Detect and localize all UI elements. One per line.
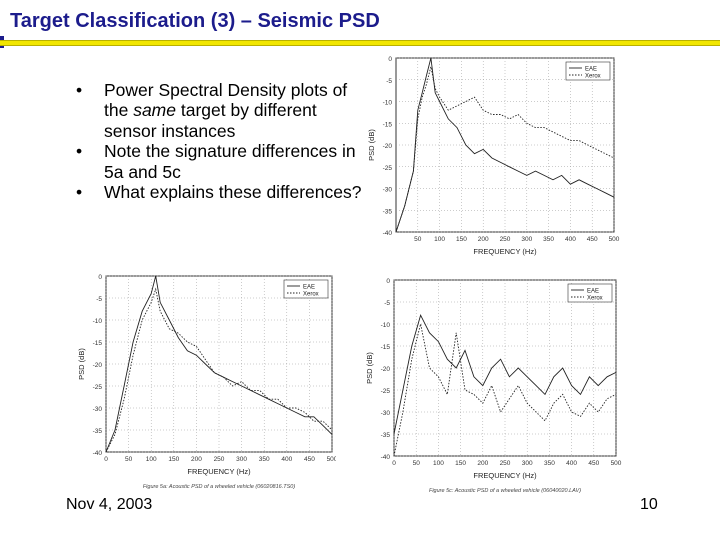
legend-box: [283, 279, 329, 299]
x-tick-label: 350: [544, 460, 555, 467]
y-tick-label: -40: [383, 230, 393, 237]
x-tick-label: 350: [543, 236, 554, 243]
bullet-item: • What explains these differences?: [76, 182, 362, 203]
y-tick-label: -30: [93, 406, 103, 413]
x-axis-label: FREQUENCY (Hz): [473, 247, 537, 256]
x-tick-label: 150: [456, 236, 467, 243]
y-tick-label: -35: [381, 432, 391, 439]
bullet-dot-icon: •: [76, 141, 83, 162]
x-tick-label: 400: [565, 236, 576, 243]
y-tick-label: -20: [383, 143, 393, 150]
bullet-item: • Note the signature differences in 5a an…: [76, 141, 356, 182]
y-tick-label: -25: [93, 384, 103, 391]
psd-chart-svg: 0-5-10-15-20-25-30-35-400 50 100 150 200 250 3…: [77, 274, 338, 490]
psd-chart-svg: 0 -5 -10 -15 -20 -25 -30 -35 -40 50 100 150 200 250 30…: [367, 56, 620, 256]
y-tick-label: -35: [383, 208, 393, 215]
bullet-dot-icon: •: [76, 80, 83, 100]
figure-caption: Figure 5c: Acoustic PSD of a wheeled veh…: [429, 488, 581, 494]
y-tick-label: 0: [98, 274, 102, 281]
legend-label: Xerox: [587, 296, 603, 302]
x-tick-label: 500: [611, 460, 622, 467]
y-tick-label: -25: [381, 388, 391, 395]
x-tick-label: 250: [500, 236, 511, 243]
y-tick-label: -5: [384, 300, 390, 307]
x-tick-label: 300: [236, 456, 247, 463]
y-tick-label: -40: [93, 450, 103, 457]
x-tick-label: 100: [433, 460, 444, 467]
legend-box: [567, 283, 613, 303]
figure-caption: Figure 5a: Acoustic PSD of a wheeled veh…: [143, 484, 296, 490]
x-tick-label: 100: [146, 456, 157, 463]
y-tick-label: -15: [93, 340, 103, 347]
y-tick-label: -30: [381, 410, 391, 417]
legend-label: EAE: [587, 289, 599, 295]
x-tick-label: 400: [281, 456, 292, 463]
y-tick-label: -30: [383, 187, 393, 194]
y-tick-label: -10: [383, 100, 393, 107]
series-line-eae: [395, 57, 615, 233]
x-tick-label: 350: [259, 456, 270, 463]
y-tick-label: -10: [93, 318, 103, 325]
psd-chart-bottom-right: 0 -5 -10 -15 -20 -25 -30 -35 -40 0 50 100 150 200 250 3…: [356, 268, 622, 501]
x-tick-label: 300: [522, 460, 533, 467]
x-tick-label: 500: [327, 456, 336, 463]
slide-title: Target Classification (3) – Seismic PSD: [10, 10, 380, 32]
bullet-item: • Power Spectral Density plots of the sam…: [76, 80, 348, 141]
footer-date: Nov 4, 2003: [66, 496, 153, 513]
x-tick-label: 50: [414, 236, 422, 243]
y-axis-label: PSD (dB): [77, 348, 86, 380]
title-rule: [0, 40, 720, 46]
series-line-xerox: [105, 287, 333, 453]
x-tick-label: 300: [521, 236, 532, 243]
x-tick-label: 50: [413, 460, 421, 467]
y-tick-label: -35: [93, 428, 103, 435]
x-tick-label: 200: [477, 460, 488, 467]
x-tick-label: 250: [500, 460, 511, 467]
legend-label: EAE: [303, 285, 315, 291]
psd-chart-svg: 0-5-10-15-20-25-30-35-400 50 100 150 200 250 3…: [365, 278, 622, 494]
y-tick-label: -15: [381, 344, 391, 351]
bullet-list: • Power Spectral Density plots of the sam…: [66, 80, 366, 203]
page-number: 10: [640, 496, 658, 513]
x-tick-label: 450: [304, 456, 315, 463]
y-tick-label: -20: [381, 366, 391, 373]
y-axis-label: PSD (dB): [367, 129, 376, 161]
series-line-eae: [105, 275, 333, 453]
x-tick-label: 100: [434, 236, 445, 243]
y-tick-label: -15: [383, 121, 393, 128]
x-tick-label: 0: [104, 456, 108, 463]
psd-chart-bottom-left: 0 -5 -10 -15 -20 -25 -30 -35 -40 0 50 100 150 200 250 3…: [72, 268, 338, 501]
y-tick-label: 0: [386, 278, 390, 285]
x-tick-label: 200: [478, 236, 489, 243]
legend-label: Xerox: [585, 74, 601, 80]
legend-label: EAE: [585, 67, 597, 73]
x-tick-label: 150: [455, 460, 466, 467]
psd-chart-top-right: 0 -5 -10 -15 -20 -25 -30 -35 -40 50 100 150 200 250 30…: [360, 52, 622, 269]
bullet-dot-icon: •: [76, 182, 83, 203]
y-tick-label: 0: [388, 56, 392, 63]
legend-label: Xerox: [303, 292, 319, 298]
y-tick-label: -5: [386, 78, 392, 85]
y-tick-label: -40: [381, 454, 391, 461]
x-tick-label: 50: [125, 456, 133, 463]
y-tick-label: -20: [93, 362, 103, 369]
y-tick-label: -25: [383, 165, 393, 172]
x-tick-label: 150: [168, 456, 179, 463]
x-tick-label: 450: [588, 460, 599, 467]
x-tick-label: 500: [609, 236, 620, 243]
x-tick-label: 450: [587, 236, 598, 243]
x-tick-label: 200: [191, 456, 202, 463]
series-line-xerox: [395, 66, 615, 233]
y-tick-label: -10: [381, 322, 391, 329]
y-axis-label: PSD (dB): [365, 352, 374, 384]
x-axis-label: FREQUENCY (Hz): [473, 471, 537, 480]
y-tick-label: -5: [96, 296, 102, 303]
x-tick-label: 400: [566, 460, 577, 467]
series-line-eae: [393, 313, 617, 435]
x-tick-label: 250: [214, 456, 225, 463]
legend-box: [565, 61, 611, 81]
x-tick-label: 0: [392, 460, 396, 467]
x-axis-label: FREQUENCY (Hz): [187, 467, 251, 476]
